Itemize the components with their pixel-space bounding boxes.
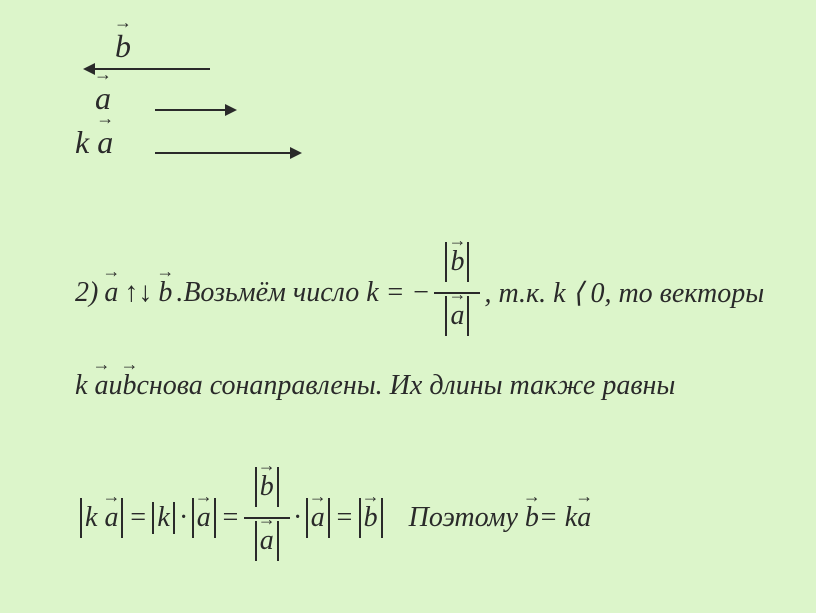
line2-text2: снова сонаправлены. Их длины также равны xyxy=(136,370,675,402)
vector-ka-label: k →a xyxy=(75,124,113,161)
line1-vec-a: →a xyxy=(104,277,118,309)
equation-line-1: 2) →a ↑↓ →b .Возьмём число k = − →b →a ,… xyxy=(75,240,764,346)
line2-vec-b: →b xyxy=(122,370,136,402)
line3-abs-a2: →a xyxy=(301,498,335,538)
line3-abs-a1: →a xyxy=(187,498,221,538)
vector-b-label: →b xyxy=(115,28,131,65)
line3-dot2: · xyxy=(294,502,301,534)
line3-eq3: = xyxy=(335,502,354,534)
line1-vec-b: →b xyxy=(158,277,172,309)
line1-text2: , т.к. k ⟨ 0, то векторы xyxy=(484,276,764,310)
line3-abs-k: k xyxy=(147,502,179,534)
equation-line-3: k →a = k · →a = →b →a · →a = →b Поэтому … xyxy=(75,465,591,571)
antiparallel-symbol: ↑↓ xyxy=(124,277,152,309)
line3-vec-a3: →a xyxy=(577,502,591,534)
line3-vec-b2: →b xyxy=(525,502,539,534)
line1-prefix: 2) xyxy=(75,277,98,309)
line1-text1: .Возьмём число k = − xyxy=(176,277,430,309)
line3-eq2: = xyxy=(221,502,240,534)
line3-therefore: Поэтому xyxy=(388,502,525,534)
line2-ka: k →a xyxy=(75,370,108,402)
line3-abs-b: →b xyxy=(354,498,388,538)
vector-ka-arrow xyxy=(155,152,300,154)
vector-a-arrow xyxy=(155,109,235,111)
line3-eq1: = xyxy=(128,502,147,534)
line3-abs-ka: k →a xyxy=(75,498,128,538)
line3-dot1: · xyxy=(180,502,187,534)
equation-line-2: k →a и →b снова сонаправлены. Их длины т… xyxy=(75,370,675,402)
line3-eq4: = k xyxy=(539,502,577,534)
line1-fraction: →b →a xyxy=(434,240,480,346)
line3-fraction: →b →a xyxy=(244,465,290,571)
